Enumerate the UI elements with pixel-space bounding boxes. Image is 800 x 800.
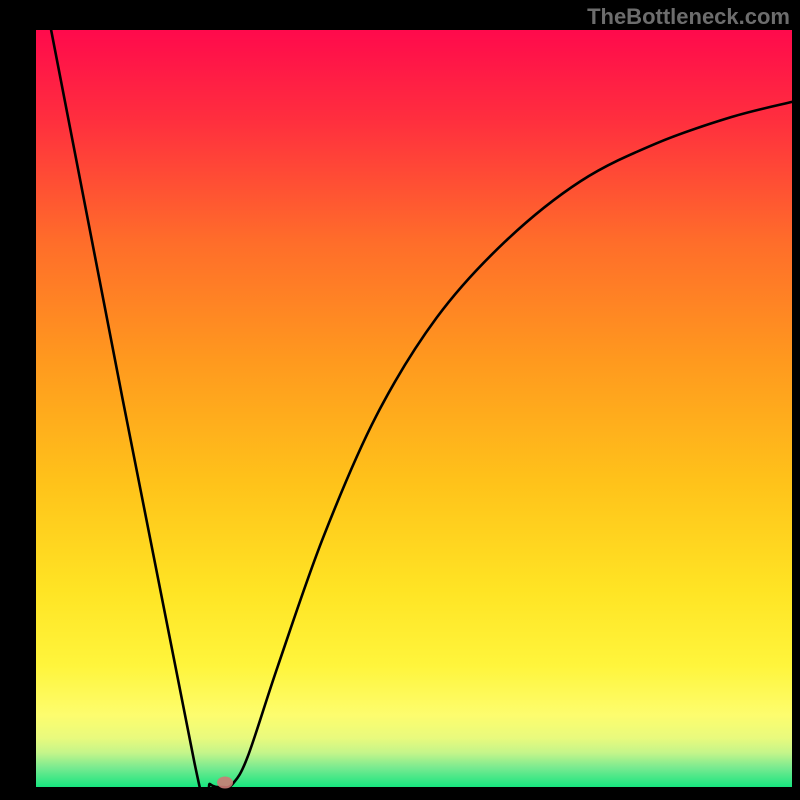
watermark-text: TheBottleneck.com: [587, 4, 790, 30]
plot-background: [36, 30, 792, 787]
optimal-point-marker: [217, 776, 233, 788]
chart-frame: TheBottleneck.com: [0, 0, 800, 800]
bottleneck-chart: [0, 0, 800, 800]
